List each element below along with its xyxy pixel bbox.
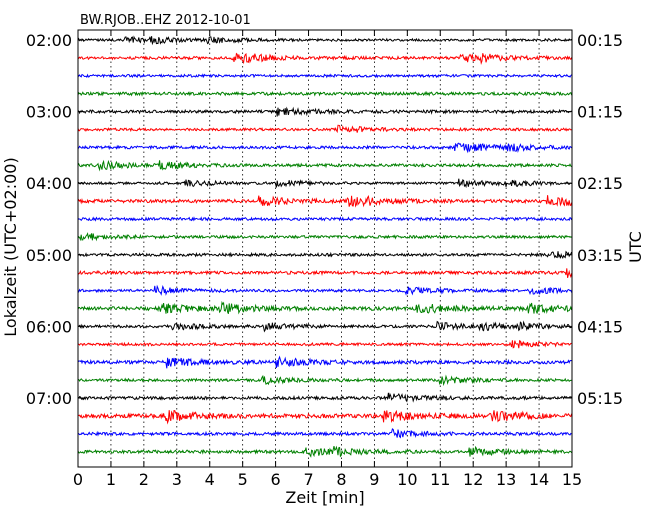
seismogram-trace [77, 90, 573, 97]
plot-frame [77, 29, 573, 468]
x-tick-label: 6 [271, 470, 281, 489]
y-tick-label-left: 02:00 [26, 31, 72, 50]
seismogram-trace [77, 392, 572, 403]
x-axis-label: Zeit [min] [285, 488, 364, 507]
seismogram-trace [77, 428, 572, 439]
seismogram-trace [77, 355, 572, 369]
seismogram-trace [77, 124, 572, 134]
x-tick-label: 1 [106, 470, 116, 489]
seismogram-trace [77, 195, 573, 208]
y-axis-label-left: Lokalzeit (UTC+02:00) [1, 157, 20, 336]
y-tick-label-left: 03:00 [26, 103, 72, 122]
x-tick-label: 10 [397, 470, 417, 489]
seismogram-trace [77, 409, 573, 425]
x-tick-label: 3 [172, 470, 182, 489]
seismogram-trace [77, 250, 573, 260]
seismogram-trace [77, 374, 572, 387]
y-tick-label-left: 06:00 [26, 317, 72, 336]
seismogram-trace [77, 106, 572, 117]
y-tick-label-right: 05:15 [577, 389, 623, 408]
x-tick-label: 4 [205, 470, 215, 489]
seismogram-trace [77, 284, 573, 296]
y-tick-label-right: 04:15 [577, 317, 623, 336]
y-tick-label-left: 04:00 [26, 174, 72, 193]
x-tick-label: 5 [238, 470, 248, 489]
seismogram-trace [77, 300, 573, 315]
seismogram-trace [77, 339, 572, 349]
seismogram-trace [77, 445, 573, 458]
tick-layer: 0 1 2 3 4 5 6 7 8 9 10 11 12 13 14 1502:0003:0004:0005:… [26, 30, 623, 489]
y-tick-label-left: 07:00 [26, 389, 72, 408]
seismogram-trace [77, 178, 572, 189]
y-tick-label-right: 01:15 [577, 103, 623, 122]
y-tick-label-right: 02:15 [577, 174, 623, 193]
x-tick-label: 11 [430, 470, 450, 489]
x-tick-label: 15 [562, 470, 582, 489]
seismogram-trace [77, 52, 573, 65]
seismogram-trace [77, 142, 572, 154]
seismogram-trace [77, 216, 573, 222]
seismogram-trace [77, 159, 572, 172]
y-tick-label-left: 05:00 [26, 246, 72, 265]
chart-title: BW.RJOB..EHZ 2012-10-01 [80, 13, 251, 28]
x-tick-label: 9 [369, 470, 379, 489]
y-axis-label-right: UTC [626, 231, 645, 263]
seismogram-trace [77, 73, 572, 79]
x-tick-label: 2 [139, 470, 149, 489]
x-tick-label: 12 [463, 470, 483, 489]
grid-layer [110, 30, 540, 467]
x-tick-label: 8 [336, 470, 346, 489]
y-tick-label-right: 03:15 [577, 246, 623, 265]
seismogram-trace [77, 268, 573, 279]
seismogram-trace [77, 320, 572, 333]
seismogram-trace [77, 232, 572, 242]
x-tick-label: 14 [529, 470, 549, 489]
x-tick-label: 7 [303, 470, 313, 489]
x-tick-label: 0 [73, 470, 83, 489]
x-tick-label: 13 [496, 470, 516, 489]
seismogram-trace [77, 35, 572, 46]
y-tick-label-right: 00:15 [577, 31, 623, 50]
trace-layer [77, 35, 573, 458]
